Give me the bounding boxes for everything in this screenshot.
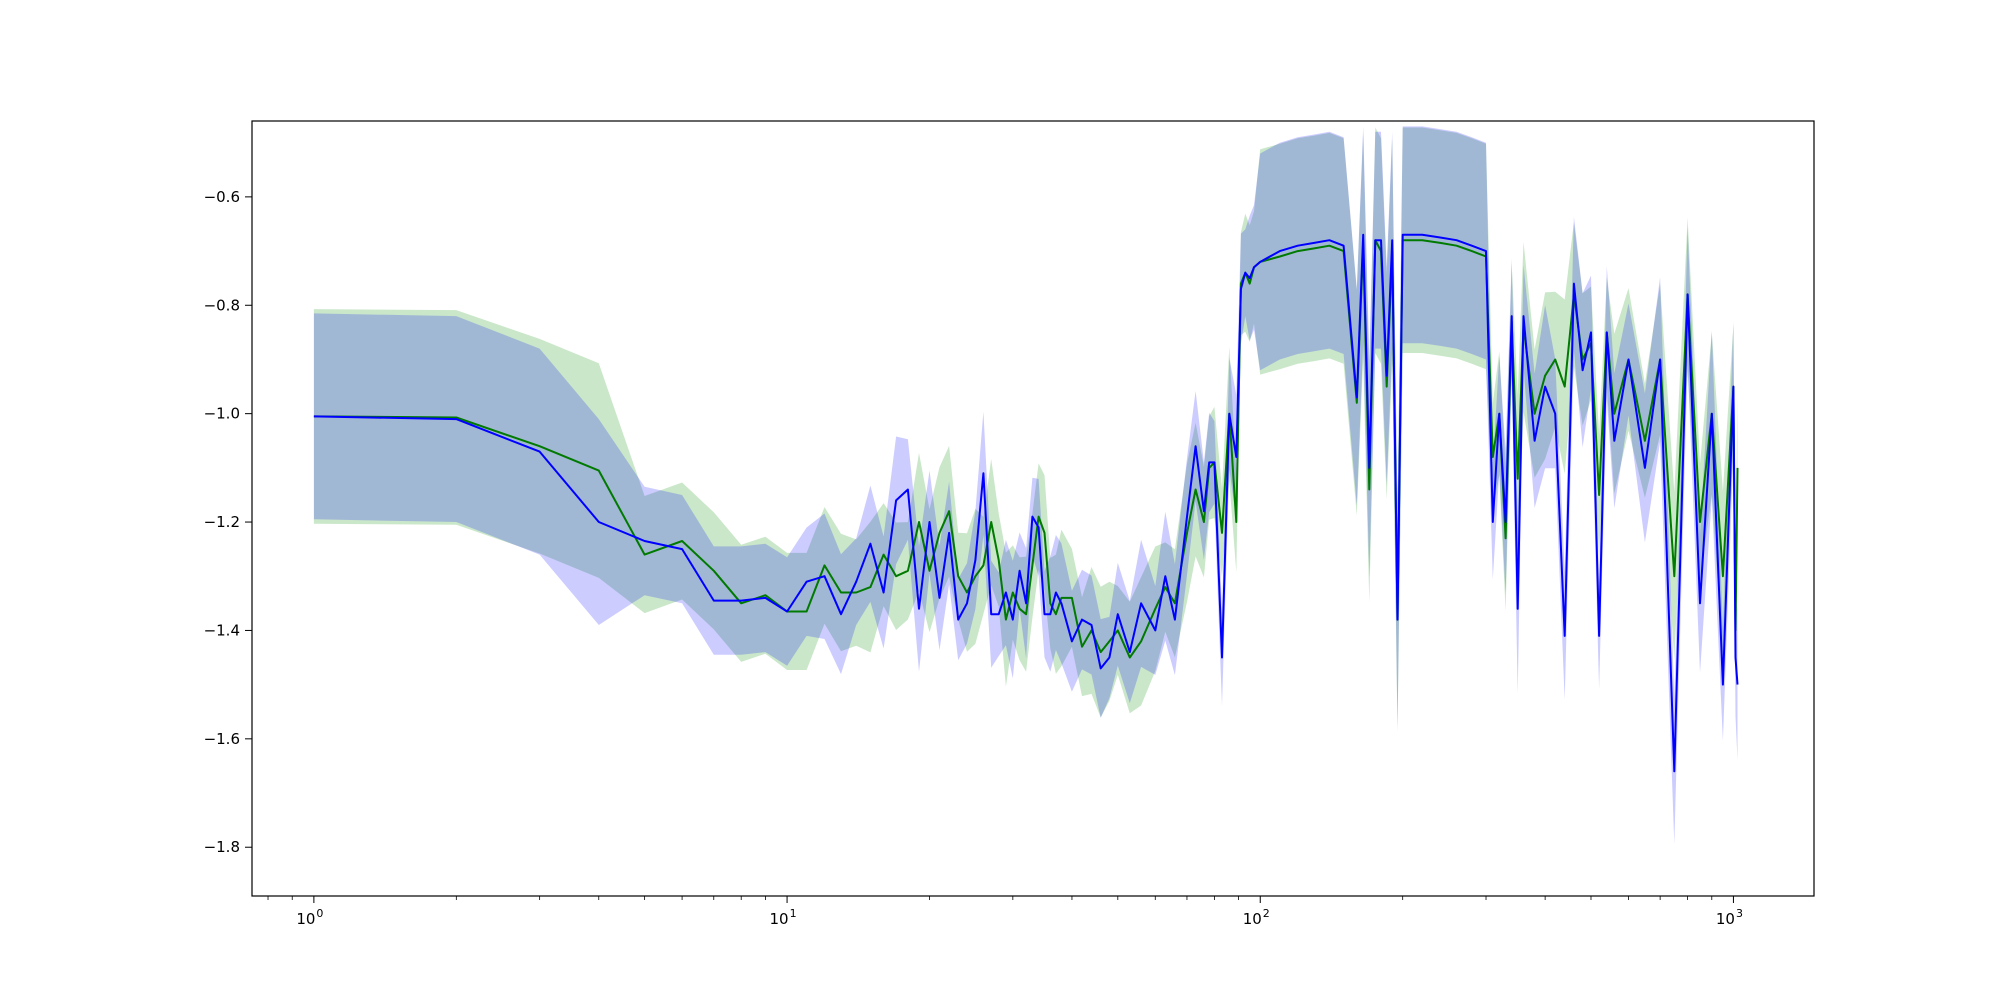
- y-tick-label: −1.2: [204, 513, 240, 531]
- x-tick-label: 100: [296, 907, 323, 928]
- y-tick-label: −0.8: [204, 296, 240, 314]
- line-blue: [313, 233, 1739, 773]
- x-tick-label: 102: [1243, 907, 1270, 928]
- x-tick-label: 103: [1716, 907, 1743, 928]
- y-tick-label: −0.6: [204, 188, 240, 206]
- x-tick-exponent: 0: [316, 907, 323, 920]
- band-blue: [313, 126, 1738, 844]
- x-axis-ticks: 100 101 102 103: [267, 896, 1743, 928]
- x-tick-label: 101: [770, 907, 797, 928]
- x-tick-exponent: 1: [790, 907, 797, 920]
- y-tick-label: −1.0: [204, 405, 240, 423]
- y-tick-label: −1.8: [204, 838, 240, 856]
- x-tick-exponent: 3: [1736, 907, 1743, 920]
- y-tick-label: −1.4: [204, 621, 240, 639]
- axes-frame: [251, 120, 1815, 897]
- y-axis-ticks: −0.6 −0.8 −1.0 −1.2 −1.4 −1.6 −1.8: [204, 188, 252, 856]
- mean-lines: [313, 233, 1739, 773]
- confidence-bands: [313, 126, 1738, 844]
- x-tick-exponent: 2: [1263, 907, 1270, 920]
- line-green: [313, 239, 1739, 659]
- y-tick-label: −1.6: [204, 730, 240, 748]
